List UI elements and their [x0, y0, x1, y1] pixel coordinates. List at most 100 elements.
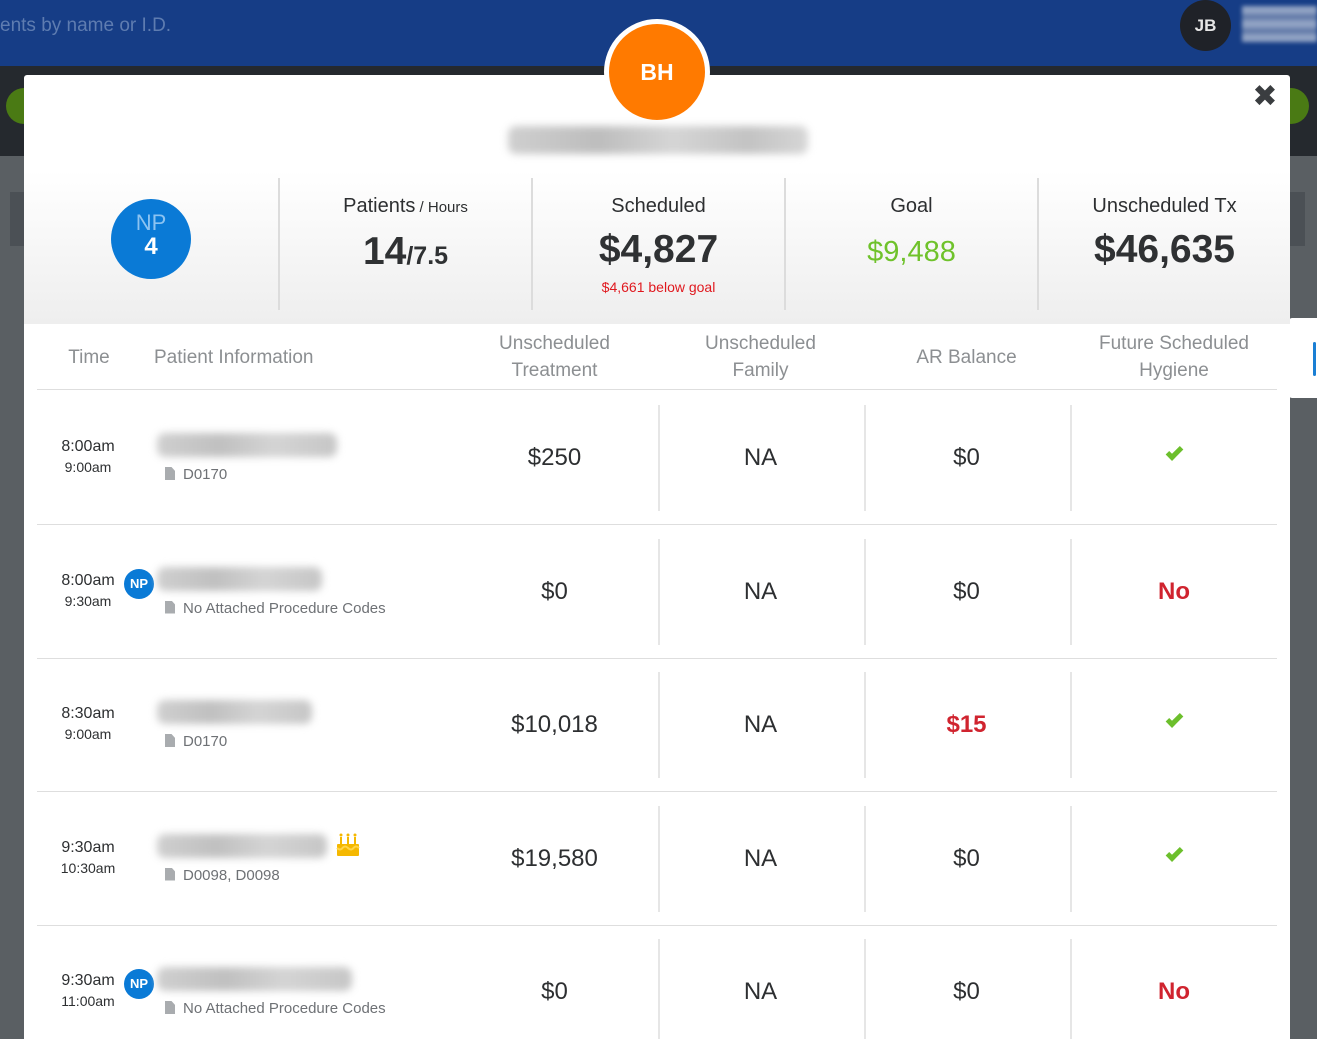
scheduled-value: $4,827 — [598, 228, 719, 271]
column-ar-balance[interactable]: AR Balance — [916, 346, 1017, 368]
end-time: 10:30am — [60, 859, 116, 876]
unscheduled-family-value: NA — [743, 978, 778, 1005]
appointment-time: 9:30am 10:30am — [55, 838, 121, 878]
patient-name-blurred[interactable] — [157, 566, 322, 591]
start-time: 8:30am — [61, 705, 115, 722]
unscheduled-treatment-value: $0 — [541, 978, 568, 1005]
hygiene-not-scheduled: No — [1158, 577, 1190, 605]
document-icon — [165, 734, 175, 747]
column-divider — [658, 939, 660, 1039]
column-time[interactable]: Time — [68, 346, 110, 368]
document-icon — [165, 600, 175, 614]
procedure-codes: No Attached Procedure Codes — [165, 1000, 386, 1017]
hygiene-not-scheduled: No — [1158, 978, 1190, 1005]
patients-hours-value: 14/7.5 — [280, 230, 531, 278]
column-divider — [658, 538, 660, 645]
procedure-codes: No Attached Procedure Codes — [165, 600, 386, 617]
background-panel — [1289, 192, 1305, 246]
birthday-cake-icon — [336, 833, 360, 856]
patient-name-blurred[interactable] — [157, 833, 327, 858]
procedure-codes-text: D0098, D0098 — [183, 866, 280, 884]
column-divider — [658, 805, 660, 912]
close-button[interactable]: ✖ — [1252, 80, 1278, 113]
document-icon — [165, 867, 175, 881]
np-label: NP — [135, 210, 167, 235]
column-unscheduled-family[interactable]: Unscheduled Family — [705, 333, 816, 381]
goal-stat: Goal $9,488 — [784, 178, 1037, 310]
column-divider — [658, 405, 660, 511]
column-unscheduled-treatment[interactable]: Unscheduled Treatment — [499, 333, 610, 381]
hours-title-text: / Hours — [415, 199, 468, 216]
unscheduled-treatment-value: $10,018 — [511, 711, 598, 738]
procedure-codes-text: D0170 — [183, 466, 228, 483]
procedure-codes: D0170 — [165, 733, 227, 750]
hygiene-scheduled-check-icon — [1089, 792, 1259, 926]
ar-balance-value: $15 — [946, 711, 987, 738]
unscheduled-tx-stat: Unscheduled Tx $46,635 — [1037, 178, 1290, 310]
procedure-codes-text: No Attached Procedure Codes — [183, 599, 386, 617]
unscheduled-treatment-value: $19,580 — [511, 844, 598, 872]
column-divider — [658, 672, 660, 778]
user-name-blurred — [1242, 6, 1317, 42]
hours-value: /7.5 — [406, 242, 449, 270]
appointment-time: 8:30am 9:00am — [55, 704, 121, 744]
goal-value: $9,488 — [867, 236, 956, 268]
new-patient-badge: NP — [124, 568, 154, 599]
patients-title: Patients / Hours — [280, 194, 531, 220]
procedure-codes: D0170 — [165, 466, 227, 483]
document-icon — [165, 1001, 175, 1014]
unscheduled-family-value: NA — [743, 844, 778, 872]
end-time: 9:00am — [64, 726, 112, 742]
np-count: 4 — [144, 233, 158, 260]
start-time: 9:30am — [61, 972, 115, 989]
ar-balance-value: $0 — [953, 978, 980, 1005]
background-panel — [10, 192, 26, 246]
scheduled-stat: Scheduled $4,827 $4,661 below goal — [531, 178, 784, 310]
patients-hours-stat: Patients / Hours 14/7.5 — [278, 178, 531, 310]
document-icon — [165, 467, 175, 480]
ar-balance-value: $0 — [953, 844, 980, 872]
table-row[interactable]: 9:30am 10:30am D0098, D0098 $19,580 NA $0 — [37, 792, 1277, 926]
unscheduled-family-value: NA — [743, 577, 778, 605]
new-patient-badge: NP — [124, 969, 154, 999]
unscheduled-treatment-value: $0 — [541, 577, 568, 605]
column-divider — [864, 939, 866, 1039]
appointment-time: 9:30am 11:00am — [55, 971, 121, 1011]
table-row[interactable]: 9:30am 11:00am NP No Attached Procedure Cod… — [37, 925, 1277, 1039]
patients-title-text: Patients — [343, 195, 416, 217]
hygiene-scheduled-check-icon — [1089, 658, 1259, 792]
ar-balance-value: $0 — [953, 577, 980, 605]
end-time: 9:30am — [64, 592, 112, 609]
np-count-badge: NP 4 — [111, 199, 191, 279]
table-row[interactable]: 8:30am 9:00am D0170 $10,018 NA $15 — [37, 658, 1277, 792]
column-divider — [864, 672, 866, 778]
patient-search-input[interactable]: ents by name or I.D. — [0, 15, 172, 36]
provider-name-blurred — [508, 126, 808, 154]
end-time: 11:00am — [61, 993, 115, 1009]
table-row[interactable]: 8:00am 9:00am D0170 $250 NA $0 — [37, 391, 1277, 525]
user-avatar[interactable]: JB — [1180, 0, 1231, 51]
patient-name-blurred[interactable] — [157, 967, 352, 991]
column-divider — [1070, 405, 1072, 511]
start-time: 8:00am — [61, 438, 115, 455]
table-header: Time Patient Information Unscheduled Tre… — [37, 324, 1277, 390]
np-stat: NP 4 — [24, 178, 278, 310]
appointment-time: 8:00am 9:30am — [55, 571, 121, 611]
column-patient-information[interactable]: Patient Information — [154, 346, 314, 368]
table-row[interactable]: 8:00am 9:30am NP No Attached Procedure Code… — [37, 525, 1277, 659]
unscheduled-family-value: NA — [743, 444, 778, 471]
end-time: 9:00am — [64, 459, 112, 475]
hygiene-scheduled-check-icon — [1089, 391, 1259, 525]
column-divider — [1070, 538, 1072, 645]
patients-value: 14 — [362, 230, 407, 273]
start-time: 8:00am — [61, 571, 115, 589]
patient-name-blurred[interactable] — [157, 433, 337, 457]
column-divider — [864, 538, 866, 645]
column-future-scheduled-hygiene[interactable]: Future Scheduled Hygiene — [1099, 333, 1249, 381]
start-time: 9:30am — [61, 838, 115, 856]
column-divider — [1070, 939, 1072, 1039]
background-side-tab — [1289, 318, 1317, 398]
procedure-codes: D0098, D0098 — [165, 867, 280, 884]
column-divider — [1070, 805, 1072, 912]
patient-name-blurred[interactable] — [157, 700, 312, 724]
